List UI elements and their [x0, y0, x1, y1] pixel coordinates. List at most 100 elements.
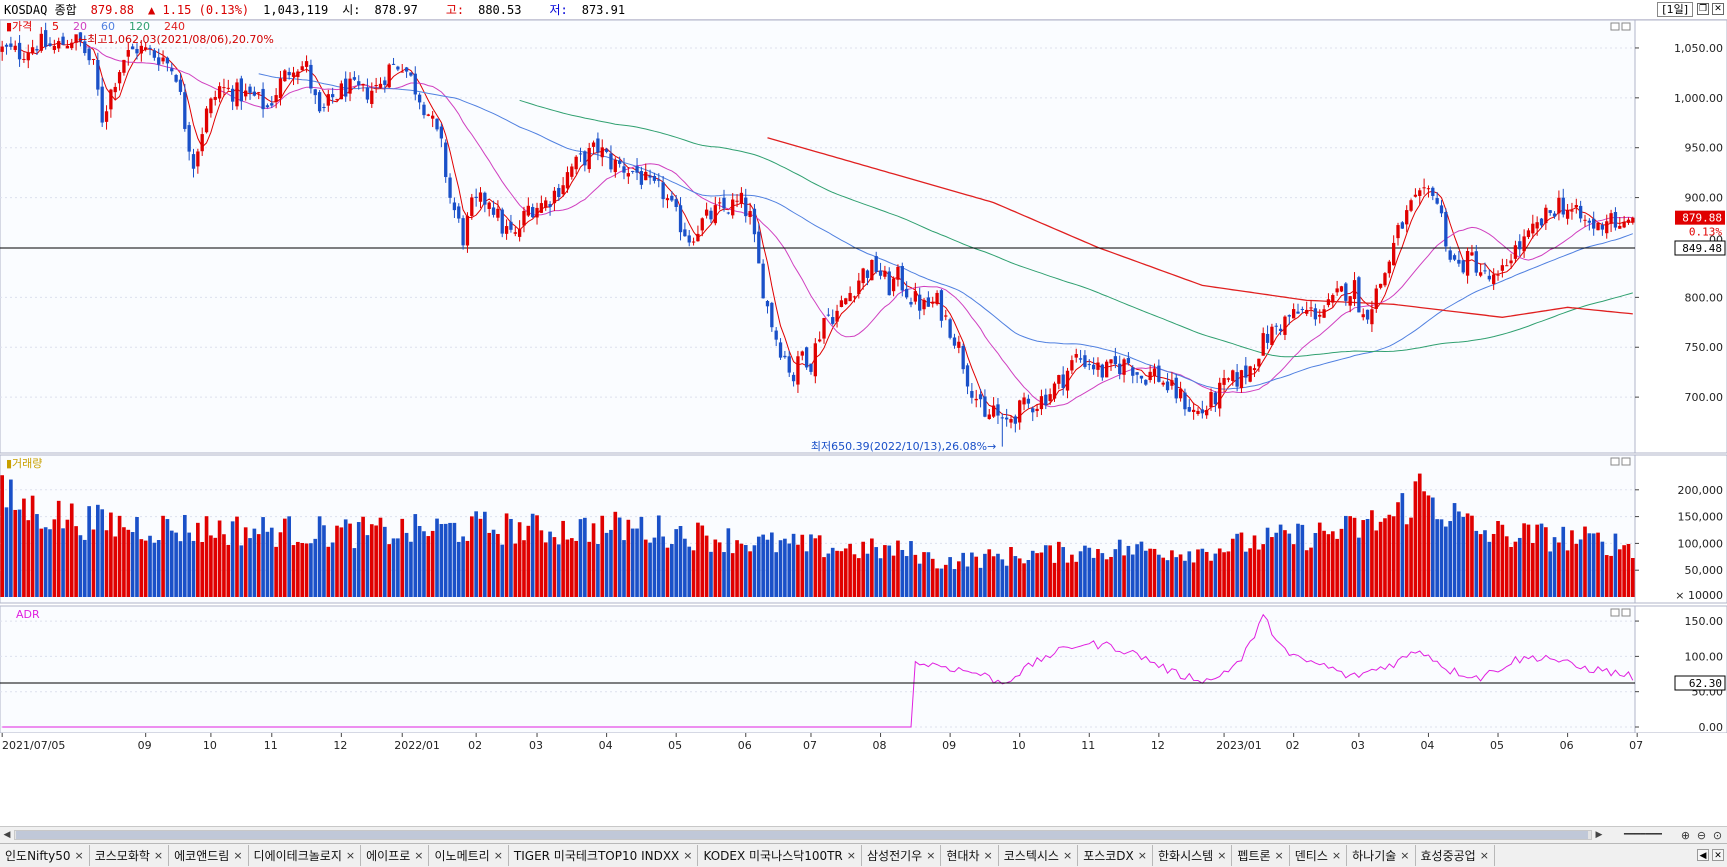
- zoom-reset-icon[interactable]: ⊙: [1712, 829, 1723, 842]
- candle-body: [1483, 270, 1487, 272]
- close-icon[interactable]: ✕: [1712, 3, 1724, 15]
- tab-close-icon[interactable]: ×: [1217, 848, 1227, 862]
- tab-close-icon[interactable]: ×: [983, 848, 993, 862]
- tab-close-icon[interactable]: ×: [1400, 848, 1410, 862]
- volume-bar: [422, 531, 426, 597]
- tab-close-icon[interactable]: ×: [1062, 848, 1073, 862]
- volume-bar: [400, 518, 405, 597]
- candle-body: [244, 90, 248, 97]
- stock-tab[interactable]: 현대차 ×: [941, 845, 999, 866]
- panel-maximize-icon[interactable]: [1610, 608, 1620, 617]
- candle: [1287, 314, 1291, 325]
- candle: [935, 290, 939, 306]
- volume-bar: [1378, 521, 1383, 597]
- stock-tab[interactable]: 코스텍시스 ×: [998, 845, 1079, 866]
- scroll-right-icon[interactable]: ▶: [1595, 830, 1603, 840]
- chart-canvas[interactable]: 1,050.00 1,000.00 950.00 900.00 800.00 750.00…: [0, 20, 1727, 826]
- candle: [413, 66, 417, 101]
- stock-tab[interactable]: 덴티스 ×: [1289, 845, 1348, 866]
- tab-close-icon[interactable]: ×: [153, 848, 164, 862]
- candle: [787, 350, 791, 377]
- volume-bar: [109, 512, 113, 597]
- tab-close-icon[interactable]: ×: [1331, 848, 1342, 862]
- panel-maximize-icon[interactable]: [1610, 457, 1620, 466]
- tab-close-icon[interactable]: ×: [1479, 848, 1489, 862]
- candle-body: [91, 58, 96, 60]
- candle: [1374, 284, 1378, 313]
- candle: [978, 388, 983, 408]
- candle: [374, 77, 378, 93]
- candle: [722, 189, 726, 212]
- panel-close-icon[interactable]: [1621, 608, 1631, 617]
- zoom-slider[interactable]: ━━━━━━━: [1624, 830, 1662, 840]
- stock-tab[interactable]: 이노메트리 ×: [429, 845, 509, 866]
- tab-close-icon[interactable]: ×: [846, 848, 856, 862]
- tab-close-icon[interactable]: ×: [493, 848, 503, 862]
- stock-tab[interactable]: 효성중공업 ×: [1415, 845, 1495, 866]
- price-panel[interactable]: [0, 20, 1636, 454]
- panel-maximize-icon[interactable]: [1610, 22, 1620, 31]
- stock-tab[interactable]: 펩트론 ×: [1232, 845, 1290, 866]
- scroll-left-icon[interactable]: ◀: [3, 830, 11, 840]
- stock-tab[interactable]: 에이프로 ×: [361, 845, 430, 866]
- restore-icon[interactable]: ❐: [1697, 3, 1709, 15]
- stock-tab[interactable]: 삼성전기우 ×: [862, 845, 942, 866]
- zoom-out-icon[interactable]: ⊖: [1696, 829, 1707, 842]
- stock-tab[interactable]: 코스모화학 ×: [89, 845, 170, 866]
- stock-tab[interactable]: 디에이테크놀로지 ×: [248, 845, 362, 866]
- candle: [44, 22, 48, 50]
- volume-bar: [1474, 530, 1479, 597]
- stock-tab[interactable]: KODEX 미국나스닥100TR ×: [698, 845, 862, 866]
- candle: [1496, 270, 1500, 281]
- candle: [1248, 365, 1252, 383]
- volume-bar: [752, 545, 757, 597]
- stock-tab[interactable]: 한화시스템 ×: [1153, 845, 1233, 866]
- zoom-in-icon[interactable]: ⊕: [1680, 829, 1691, 842]
- stock-tab[interactable]: 포스코DX ×: [1078, 845, 1153, 866]
- current-price-badge-text: 879.88: [1682, 212, 1722, 225]
- candle: [1622, 215, 1626, 229]
- volume-bar: [552, 537, 557, 597]
- chart-area[interactable]: 1,050.00 1,000.00 950.00 900.00 800.00 750.00…: [0, 20, 1727, 832]
- tab-close-icon[interactable]: ×: [1137, 848, 1147, 862]
- stock-tab[interactable]: 인도Nifty50 ×: [0, 845, 90, 866]
- x-label: 11: [1081, 739, 1095, 752]
- candle-body: [674, 199, 678, 207]
- stock-tab[interactable]: 하나기술 ×: [1347, 845, 1416, 866]
- candle: [317, 90, 322, 114]
- tab-close-all-icon[interactable]: ✕: [1712, 849, 1724, 861]
- period-selector[interactable]: [1일]: [1657, 2, 1693, 17]
- x-label: 02: [468, 739, 482, 752]
- scroll-thumb[interactable]: [16, 831, 1588, 839]
- ma60-line: [258, 73, 1633, 390]
- tab-close-icon[interactable]: ×: [926, 848, 936, 862]
- candle-body: [731, 199, 735, 216]
- candle: [1091, 357, 1096, 375]
- volume-bar: [1461, 516, 1466, 597]
- candle-body: [1400, 222, 1405, 229]
- candle-body: [687, 235, 691, 243]
- tab-close-icon[interactable]: ×: [345, 848, 356, 862]
- candle: [535, 202, 539, 225]
- volume-bar: [369, 524, 374, 597]
- candle-body: [1222, 378, 1226, 385]
- candle-body: [709, 210, 713, 220]
- candle: [944, 309, 948, 321]
- tab-close-icon[interactable]: ×: [683, 848, 693, 862]
- tab-close-icon[interactable]: ×: [74, 848, 84, 862]
- candle-body: [1583, 219, 1587, 221]
- candle: [1344, 282, 1348, 306]
- volume-bar: [1243, 551, 1248, 597]
- tab-close-icon[interactable]: ×: [414, 848, 424, 862]
- tab-close-icon[interactable]: ×: [1274, 848, 1284, 862]
- volume-bar: [522, 540, 526, 597]
- tab-scroll-icon[interactable]: ◀: [1697, 849, 1709, 861]
- horizontal-scrollbar[interactable]: ◀ ▶ ━━━━━━━ ⊕ ⊖ ⊙: [0, 826, 1727, 843]
- panel-close-icon[interactable]: [1621, 457, 1631, 466]
- volume-bar: [343, 519, 348, 597]
- tab-close-icon[interactable]: ×: [233, 848, 243, 862]
- panel-close-icon[interactable]: [1621, 22, 1631, 31]
- stock-tab[interactable]: 에코앤드림 ×: [169, 845, 249, 866]
- adr-panel[interactable]: [0, 605, 1636, 734]
- stock-tab[interactable]: TIGER 미국테크TOP10 INDXX ×: [508, 845, 699, 866]
